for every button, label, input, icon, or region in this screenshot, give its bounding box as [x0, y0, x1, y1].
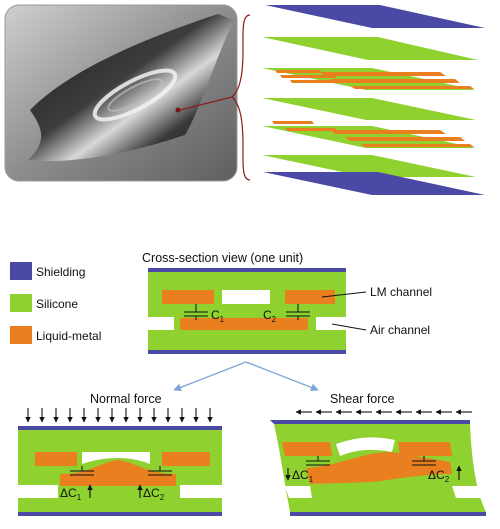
normal-dc2-label: ΔC2 [143, 486, 165, 502]
silicone-layer-3 [262, 155, 476, 177]
shear-force-title: Shear force [330, 392, 395, 406]
cross-section-diagram: Cross-section view (one unit) C1 C2 L [142, 251, 432, 354]
legend-label-liquid-metal: Liquid-metal [36, 329, 101, 343]
branch-arrows [173, 361, 319, 392]
capacitor-c2-symbol [286, 304, 310, 320]
air-channel-leader [331, 323, 367, 331]
capacitor-c2-label: C2 [263, 308, 277, 324]
lm-comb-layer-1 [262, 68, 476, 90]
legend-label-shielding: Shielding [36, 265, 85, 279]
air-channel-top [222, 290, 270, 304]
normal-dc1-label: ΔC1 [60, 486, 82, 502]
legend: Shielding Silicone Liquid-metal [10, 262, 101, 344]
legend-label-silicone: Silicone [36, 297, 78, 311]
lm-electrode-top-left [162, 290, 214, 304]
device-photo [4, 4, 238, 182]
zoom-connector [179, 14, 251, 181]
lm-electrode-top-right [285, 290, 335, 304]
cross-section-title: Cross-section view (one unit) [142, 251, 303, 265]
shielding-layer-top [265, 5, 485, 28]
shear-dc1-label: ΔC1 [292, 468, 314, 484]
legend-swatch-silicone [10, 294, 32, 312]
capacitor-c1-label: C1 [211, 308, 225, 324]
shielding-layer-bottom [263, 172, 485, 195]
shear-force-diagram: Shear force ΔC1 ΔC2 [270, 392, 486, 516]
unit-location-marker [175, 107, 181, 113]
normal-force-title: Normal force [90, 392, 162, 406]
air-channel-right [316, 317, 346, 330]
lm-comb-layer-2 [262, 121, 476, 148]
normal-force-diagram: Normal force ΔC1 ΔC2 [18, 392, 222, 516]
lm-channel-label: LM channel [370, 285, 432, 299]
lm-electrode-bottom [180, 318, 308, 330]
silicone-layer-2 [262, 98, 476, 120]
legend-swatch-shielding [10, 262, 32, 280]
capacitor-c1-symbol [184, 304, 208, 320]
shear-dc2-label: ΔC2 [428, 468, 450, 484]
lm-channel-leader [321, 291, 367, 298]
air-channel-label: Air channel [370, 323, 430, 337]
silicone-layer-1 [262, 37, 478, 60]
legend-swatch-liquid-metal [10, 326, 32, 344]
normal-force-arrows [25, 408, 213, 423]
exploded-layer-stack [262, 5, 485, 195]
air-channel-left [148, 317, 174, 330]
